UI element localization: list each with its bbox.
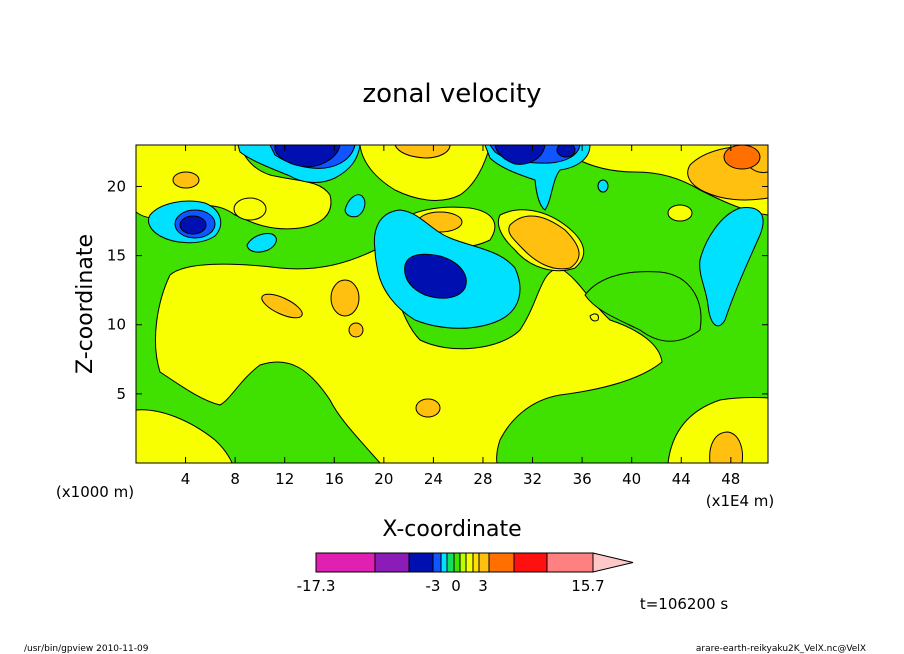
x-tick-label: 20 [374, 470, 393, 488]
contour-small-island [589, 313, 599, 322]
colorbar-tick-label: 15.7 [571, 577, 604, 595]
contour-fill-cyan-right [699, 206, 764, 327]
time-label: t=106200 s [640, 595, 728, 613]
colorbar-tick-labels: -17.3 -3 0 3 15.7 [297, 577, 605, 595]
x-tick-label: 4 [181, 470, 191, 488]
footer-left: /usr/bin/gpview 2010-11-09 [24, 644, 149, 654]
contour-navy-cell [556, 145, 576, 158]
contour-fill-bottom-right [667, 397, 768, 463]
contour-fill-orange-upper [394, 145, 451, 159]
contour-orange-cell [415, 398, 441, 418]
colorbar-segment [446, 552, 455, 573]
x-tick-label: 36 [573, 470, 592, 488]
contour-bubble [233, 197, 267, 221]
x-tick-label: 40 [622, 470, 641, 488]
x-unit-label: (x1000 m) [56, 483, 134, 501]
colorbar-segment [465, 552, 474, 573]
contour-orange-cell [330, 279, 360, 317]
contour-fill-cyan-mid [344, 194, 366, 218]
chart-title: zonal velocity [362, 79, 541, 109]
colorbar-segment [513, 552, 548, 573]
colorbar-segment [440, 552, 448, 573]
contour-fill-navy-upper-left [274, 145, 341, 168]
contour-fill-orange-bottom [709, 431, 743, 463]
colorbar-segment [472, 552, 480, 573]
contour-field [136, 145, 768, 463]
y-axis: 5 10 15 20 [107, 177, 768, 403]
colorbar-segment [546, 552, 594, 573]
contour-cyan-cell [597, 179, 609, 193]
colorbar-tick-label: -17.3 [297, 577, 336, 595]
colorbar-tick-label: 3 [478, 577, 488, 595]
colorbar-segment [374, 552, 410, 573]
footer-right: arare-earth-reikyaku2K_VelX.nc@VelX [696, 644, 866, 654]
colorbar-tick-label: -3 [426, 577, 441, 595]
x-axis-title: X-coordinate [382, 517, 521, 542]
contour-dark-orange-cell [723, 145, 761, 170]
x-tick-label: 44 [672, 470, 691, 488]
colorbar [315, 552, 634, 573]
contour-fill-orange-mid [508, 215, 580, 270]
contour-bubble [667, 204, 693, 222]
y-axis-title: Z-coordinate [73, 234, 98, 374]
colorbar-segment [488, 552, 515, 573]
x-tick-label: 16 [325, 470, 344, 488]
contour-green-patch [584, 271, 702, 342]
x-multiplier-label: (x1E4 m) [706, 492, 775, 510]
plot-frame [135, 144, 769, 464]
x-tick-label: 12 [275, 470, 294, 488]
x-tick-label: 32 [523, 470, 542, 488]
colorbar-segment [478, 552, 490, 573]
colorbar-segment [459, 552, 467, 573]
colorbar-arrow [592, 552, 634, 573]
colorbar-segment [453, 552, 461, 573]
y-tick-label: 10 [107, 316, 126, 334]
x-tick-label: 28 [473, 470, 492, 488]
colorbar-tick-label: 0 [451, 577, 461, 595]
contour-orange-cell [172, 171, 200, 189]
y-tick-label: 20 [107, 177, 126, 195]
x-tick-label: 48 [721, 470, 740, 488]
contour-fill-cyan-small [246, 233, 277, 253]
contour-navy-cell [179, 215, 207, 235]
colorbar-segment [315, 552, 376, 573]
contour-orange-cell [348, 322, 364, 338]
contour-fill-navy-jet [404, 253, 467, 299]
colorbar-segment [408, 552, 434, 573]
contour-fill-top-middle [359, 145, 491, 201]
y-tick-label: 15 [107, 247, 126, 265]
contour-orange-cell [261, 293, 303, 319]
y-tick-label: 5 [116, 385, 126, 403]
x-tick-label: 8 [230, 470, 240, 488]
colorbar-segment [432, 552, 442, 573]
x-tick-label: 24 [424, 470, 443, 488]
x-axis: 4 8 12 16 20 24 28 32 36 40 44 48 [181, 145, 740, 488]
